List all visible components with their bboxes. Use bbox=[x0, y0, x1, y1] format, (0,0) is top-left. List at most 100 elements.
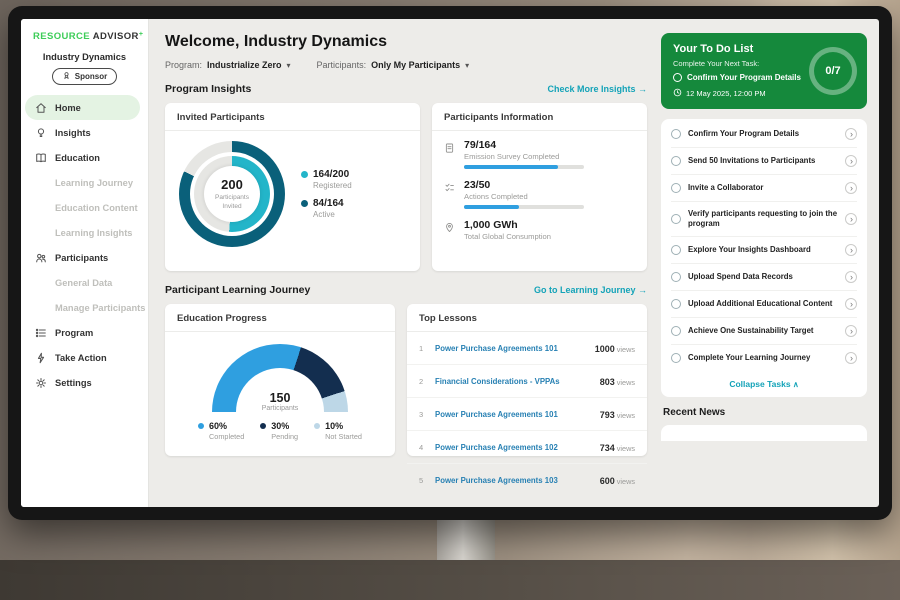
sidebar-item-learning-journey[interactable]: Learning Journey bbox=[21, 170, 148, 195]
chevron-down-icon: ▾ bbox=[286, 60, 291, 70]
chevron-right-icon[interactable] bbox=[845, 298, 857, 311]
lesson-link[interactable]: Power Purchase Agreements 101 bbox=[435, 343, 558, 353]
not-started-pct: 10% bbox=[325, 421, 344, 431]
task-row-4[interactable]: Verify participants requesting to join t… bbox=[671, 202, 857, 238]
task-row-9[interactable]: Complete Your Learning Journey bbox=[671, 345, 857, 371]
participants-select[interactable]: Participants: Only My Participants ▾ bbox=[317, 60, 470, 70]
lesson-rank: 5 bbox=[419, 475, 424, 485]
task-row-1[interactable]: Confirm Your Program Details bbox=[671, 121, 857, 148]
task-row-8[interactable]: Achieve One Sustainability Target bbox=[671, 318, 857, 346]
lesson-link[interactable]: Power Purchase Agreements 102 bbox=[435, 442, 558, 452]
gauge-value: 150 bbox=[269, 391, 291, 405]
sidebar-item-education-content[interactable]: Education Content bbox=[21, 195, 148, 220]
medal-icon bbox=[62, 71, 71, 82]
invited-donut-hole bbox=[204, 166, 260, 222]
home-icon bbox=[34, 102, 47, 114]
sidebar-item-take-action[interactable]: Take Action bbox=[21, 345, 148, 370]
todo-progress-count: 0/7 bbox=[825, 65, 841, 77]
check-more-insights-link[interactable]: Check More Insights bbox=[547, 84, 647, 94]
sidebar-item-general-data[interactable]: General Data bbox=[21, 270, 148, 295]
todo-next-task[interactable]: Confirm Your Program Details bbox=[673, 73, 815, 82]
legend-dot-pending bbox=[260, 423, 267, 429]
lesson-views-label: views bbox=[616, 444, 635, 453]
chevron-right-icon[interactable] bbox=[845, 155, 857, 167]
task-row-7[interactable]: Upload Additional Educational Content bbox=[671, 291, 857, 319]
task-row-6[interactable]: Upload Spend Data Records bbox=[671, 264, 857, 292]
sidebar-item-participants[interactable]: Participants bbox=[21, 245, 148, 270]
legend-dot-registered bbox=[301, 171, 308, 178]
lesson-views: 793 bbox=[599, 410, 615, 420]
todo-progress-ring-inner bbox=[814, 52, 852, 90]
info-card-title: Participants Information bbox=[432, 103, 647, 131]
lesson-row: 5 Power Purchase Agreements 103 600 views bbox=[407, 464, 647, 496]
collapse-tasks-link[interactable]: Collapse Tasks bbox=[671, 371, 857, 395]
participants-label: Participants: bbox=[316, 60, 367, 70]
sidebar-item-label: Settings bbox=[55, 377, 92, 388]
org-name: Industry Dynamics bbox=[42, 52, 127, 62]
chevron-right-icon[interactable] bbox=[845, 325, 857, 338]
recent-news-card bbox=[661, 425, 867, 442]
todo-progress-ring: 0/7 bbox=[809, 47, 857, 95]
legend-pending: 30% Pending bbox=[260, 421, 298, 441]
checkbox-icon[interactable] bbox=[671, 214, 681, 225]
todo-tasks-card: Confirm Your Program Details Send 50 Inv… bbox=[661, 119, 867, 398]
checkbox-icon[interactable] bbox=[671, 353, 681, 364]
lesson-views: 734 bbox=[599, 443, 615, 453]
lesson-views-label: views bbox=[616, 378, 635, 387]
chevron-right-icon[interactable] bbox=[845, 213, 857, 226]
sidebar-item-label: Learning Journey bbox=[55, 177, 134, 188]
checkbox-icon[interactable] bbox=[671, 326, 681, 337]
lesson-link[interactable]: Power Purchase Agreements 101 bbox=[435, 409, 558, 419]
pending-label: Pending bbox=[271, 432, 299, 441]
education-gauge-chart: 150 Participants bbox=[212, 344, 348, 412]
list-icon bbox=[34, 327, 47, 339]
checkbox-icon[interactable] bbox=[671, 245, 681, 256]
sidebar-item-home[interactable]: Home bbox=[25, 95, 140, 120]
survey-label: Emission Survey Completed bbox=[464, 152, 560, 161]
sidebar-item-label: Education bbox=[55, 152, 100, 163]
lesson-rank: 3 bbox=[419, 409, 424, 419]
active-label: Active bbox=[313, 210, 335, 219]
chevron-right-icon[interactable] bbox=[845, 271, 857, 284]
app-logo: RESOURCE ADVISOR+ bbox=[21, 19, 148, 48]
sidebar-item-insights[interactable]: Insights bbox=[21, 120, 148, 145]
lesson-link[interactable]: Financial Considerations - VPPAs bbox=[435, 376, 560, 386]
sidebar-item-manage-participants[interactable]: Manage Participants bbox=[21, 295, 148, 320]
actions-progress-bar bbox=[464, 205, 520, 209]
go-to-learning-journey-link[interactable]: Go to Learning Journey bbox=[534, 285, 647, 295]
sidebar-item-education[interactable]: Education bbox=[21, 145, 148, 170]
chevron-right-icon[interactable] bbox=[845, 182, 857, 194]
lesson-row: 3 Power Purchase Agreements 101 793 views bbox=[407, 398, 647, 431]
chevron-right-icon[interactable] bbox=[845, 128, 857, 140]
lesson-link[interactable]: Power Purchase Agreements 103 bbox=[435, 475, 558, 485]
lesson-views-label: views bbox=[616, 477, 635, 486]
chevron-down-icon: ▾ bbox=[465, 60, 470, 70]
task-label: Upload Additional Educational Content bbox=[688, 299, 833, 309]
checkbox-icon[interactable] bbox=[671, 183, 681, 193]
sidebar-item-program[interactable]: Program bbox=[21, 320, 148, 345]
checkbox-icon[interactable] bbox=[673, 73, 682, 82]
lesson-rank: 4 bbox=[419, 442, 424, 452]
task-row-2[interactable]: Send 50 Invitations to Participants bbox=[671, 148, 857, 175]
program-insights-header: Program Insights Check More Insights bbox=[165, 83, 647, 95]
desk-surface bbox=[0, 560, 900, 600]
sidebar-item-learning-insights[interactable]: Learning Insights bbox=[21, 220, 148, 245]
lesson-row: 4 Power Purchase Agreements 102 734 views bbox=[407, 431, 647, 464]
active-value: 84/164 bbox=[313, 198, 344, 209]
task-row-3[interactable]: Invite a Collaborator bbox=[671, 175, 857, 202]
chevron-right-icon[interactable] bbox=[845, 352, 857, 365]
learning-cards-row: Education Progress 150 Participants bbox=[165, 304, 647, 486]
task-label: Send 50 Invitations to Participants bbox=[688, 155, 816, 165]
education-progress-card: Education Progress 150 Participants bbox=[165, 304, 395, 456]
invited-donut-center: 200 Participants Invited bbox=[179, 141, 285, 247]
program-select[interactable]: Program: Industrialize Zero ▾ bbox=[165, 60, 291, 70]
checkbox-icon[interactable] bbox=[671, 299, 681, 310]
sidebar-item-settings[interactable]: Settings bbox=[21, 370, 148, 395]
sidebar-item-label: Home bbox=[55, 102, 81, 113]
task-row-5[interactable]: Explore Your Insights Dashboard bbox=[671, 237, 857, 265]
checkbox-icon[interactable] bbox=[671, 272, 681, 283]
book-icon bbox=[34, 152, 47, 164]
checkbox-icon[interactable] bbox=[671, 129, 681, 139]
checkbox-icon[interactable] bbox=[671, 156, 681, 166]
chevron-right-icon[interactable] bbox=[845, 244, 857, 257]
